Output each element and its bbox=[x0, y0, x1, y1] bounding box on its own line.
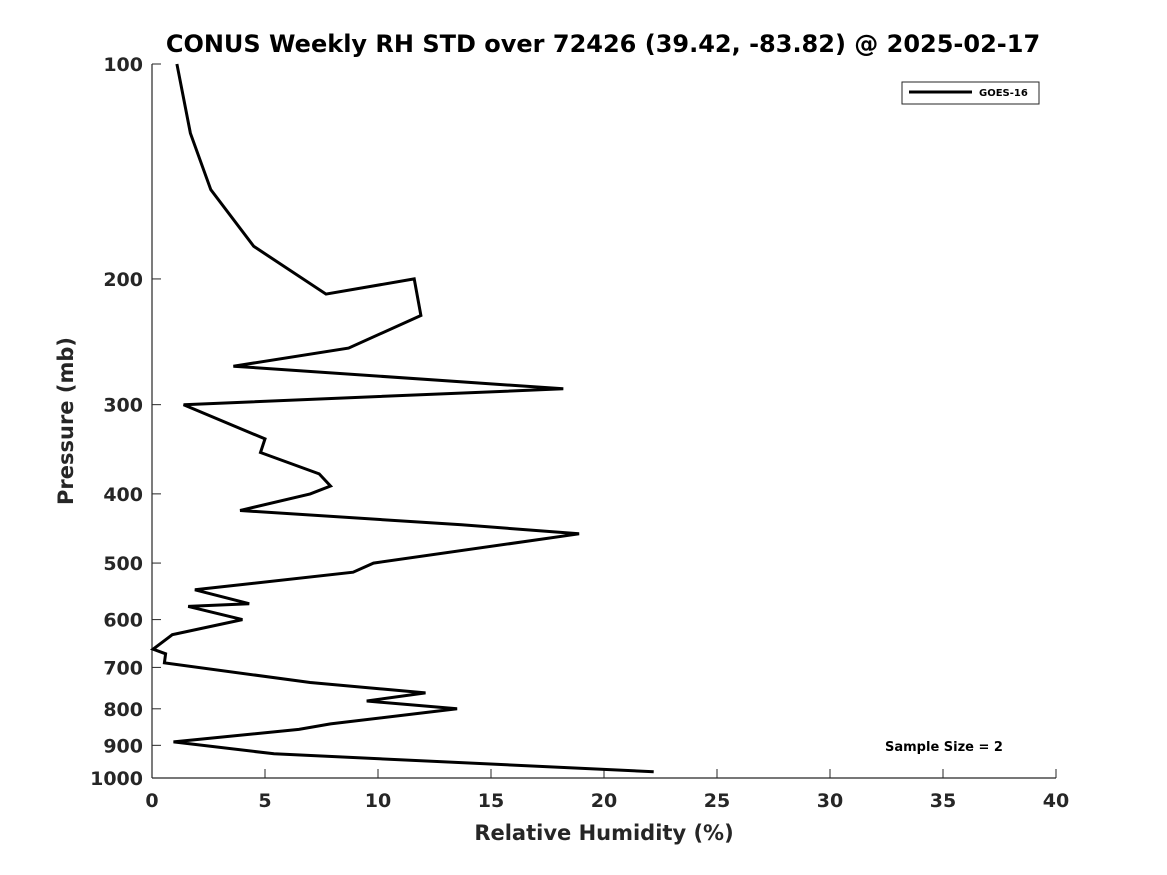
x-ticks: 0 5 10 15 20 25 30 35 40 bbox=[145, 769, 1069, 812]
y-tick-label: 600 bbox=[103, 610, 143, 632]
y-tick-label: 100 bbox=[103, 54, 143, 76]
x-tick-label: 20 bbox=[591, 790, 617, 812]
sample-size-annotation: Sample Size = 2 bbox=[885, 740, 1003, 755]
x-tick-label: 15 bbox=[478, 790, 504, 812]
series-line-goes-16 bbox=[150, 63, 654, 774]
x-tick-label: 0 bbox=[145, 790, 158, 812]
y-tick-label: 500 bbox=[103, 553, 143, 575]
x-tick-label: 5 bbox=[258, 790, 271, 812]
y-tick-label: 300 bbox=[103, 395, 143, 417]
chart-title: CONUS Weekly RH STD over 72426 (39.42, -… bbox=[166, 30, 1040, 58]
y-tick-label: 900 bbox=[103, 735, 143, 757]
legend-label-goes-16: GOES-16 bbox=[979, 88, 1028, 99]
y-tick-label: 800 bbox=[103, 699, 143, 721]
legend: GOES-16 bbox=[901, 81, 1040, 105]
x-tick-label: 40 bbox=[1043, 790, 1069, 812]
y-tick-label: 200 bbox=[103, 269, 143, 291]
y-tick-label: 400 bbox=[103, 484, 143, 506]
x-tick-label: 10 bbox=[365, 790, 391, 812]
x-tick-label: 25 bbox=[704, 790, 730, 812]
y-ticks: 100 200 300 400 500 600 700 800 900 1000 bbox=[90, 54, 161, 790]
y-axis-label: Pressure (mb) bbox=[54, 337, 78, 505]
x-axis-label: Relative Humidity (%) bbox=[474, 821, 733, 845]
y-tick-label: 1000 bbox=[90, 768, 143, 790]
x-tick-label: 30 bbox=[817, 790, 843, 812]
y-tick-label: 700 bbox=[103, 657, 143, 679]
plot-area: 0 5 10 15 20 25 30 35 40 100 200 300 400 500 600 700 80… bbox=[90, 54, 1069, 812]
x-tick-label: 35 bbox=[930, 790, 956, 812]
